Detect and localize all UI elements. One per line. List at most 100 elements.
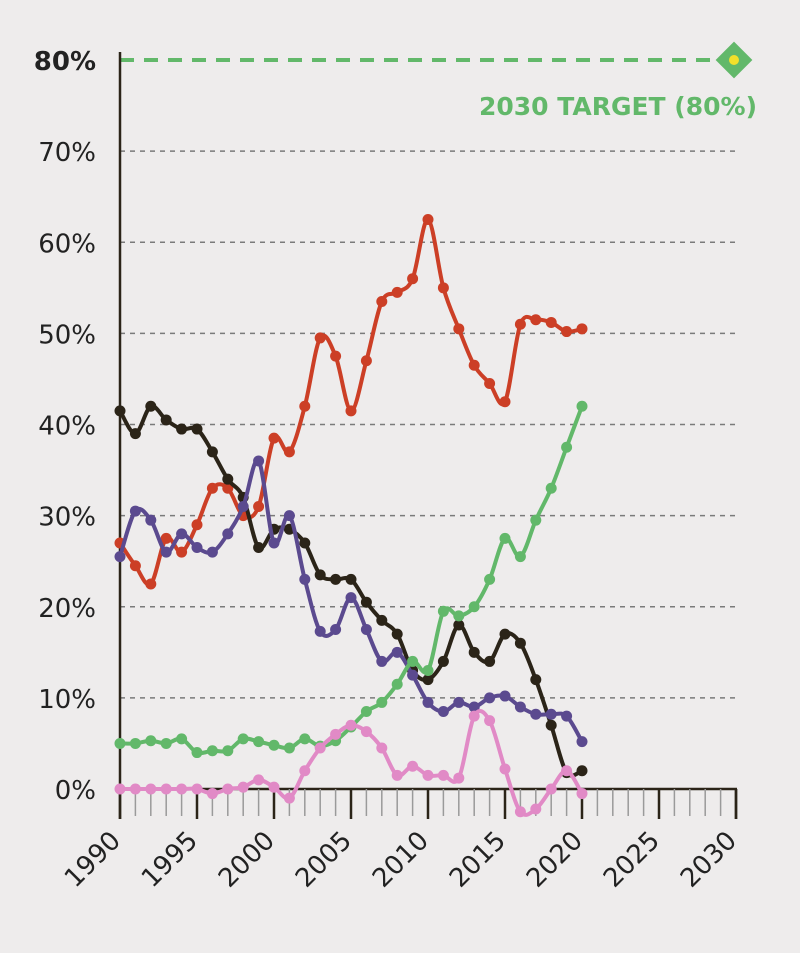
- series-3-point-2000: [268, 739, 280, 751]
- series-3-point-1991: [129, 737, 141, 749]
- series-2-point-2010: [422, 696, 434, 708]
- y-tick-label-80: 80%: [34, 47, 96, 77]
- series-0-point-2006: [360, 355, 372, 367]
- series-4-point-2006: [360, 726, 372, 738]
- series-3-point-2015: [499, 532, 511, 544]
- series-2-point-2012: [453, 696, 465, 708]
- series-1-point-2008: [391, 628, 403, 640]
- series-4-point-2017: [530, 803, 542, 815]
- series-4-point-1990: [114, 783, 126, 795]
- series-0-point-2020: [576, 323, 588, 335]
- series-1-point-2020: [576, 765, 588, 777]
- x-tick-label-2000: 2000: [213, 826, 281, 894]
- series-2-point-2017: [530, 708, 542, 720]
- series-3-point-1994: [176, 733, 188, 745]
- series-1-point-2002: [299, 537, 311, 549]
- series-3-point-2012: [453, 610, 465, 622]
- series-3-point-1997: [222, 745, 234, 757]
- series-3-point-2009: [407, 655, 419, 667]
- x-tick-label-2015: 2015: [444, 826, 512, 894]
- series-2-point-2001: [283, 510, 295, 522]
- series-0-point-2017: [530, 314, 542, 326]
- series-4-point-2020: [576, 788, 588, 800]
- series-4-point-2005: [345, 719, 357, 731]
- series-4-point-2000: [268, 781, 280, 793]
- series-1-point-2006: [360, 596, 372, 608]
- series-0-point-1995: [191, 519, 203, 531]
- series-3-point-2006: [360, 706, 372, 718]
- series-2-point-2018: [545, 708, 557, 720]
- series-0-point-1994: [176, 546, 188, 558]
- series-0-point-2014: [484, 377, 496, 389]
- series-1-point-2014: [484, 655, 496, 667]
- y-tick-label-20: 20%: [38, 594, 96, 624]
- series-0-point-1993: [160, 532, 172, 544]
- x-tick-label-2005: 2005: [290, 826, 358, 894]
- series-0-point-2018: [545, 316, 557, 328]
- series-2-point-2011: [437, 706, 449, 718]
- target-group: 2030 TARGET (80%): [120, 41, 757, 121]
- series-0-point-2010: [422, 213, 434, 225]
- series-2-point-2014: [484, 692, 496, 704]
- series-0-line: [118, 217, 584, 587]
- series-2-point-2020: [576, 736, 588, 748]
- series-0-point-2015: [499, 396, 511, 408]
- series-4-point-1995: [191, 783, 203, 795]
- series-2-point-2019: [561, 710, 573, 722]
- series-4-point-2012: [453, 772, 465, 784]
- series-2-point-2007: [376, 655, 388, 667]
- series-0-point-2005: [345, 405, 357, 417]
- series-2-point-1994: [176, 528, 188, 540]
- series-0-point-2009: [407, 273, 419, 285]
- series-4-point-2011: [437, 769, 449, 781]
- series-2-point-2013: [468, 701, 480, 713]
- series-0-point-1996: [206, 482, 218, 494]
- series-1-point-1995: [191, 423, 203, 435]
- series-3-point-2007: [376, 696, 388, 708]
- series-4-point-2018: [545, 783, 557, 795]
- series-4-point-2009: [407, 760, 419, 772]
- series-2-point-1997: [222, 528, 234, 540]
- series-1-point-1993: [160, 414, 172, 426]
- series-1-point-2005: [345, 573, 357, 585]
- series-0-point-2000: [268, 432, 280, 444]
- series-1-point-2003: [314, 569, 326, 581]
- series-1-point-2007: [376, 614, 388, 626]
- y-tick-label-40: 40%: [38, 412, 96, 442]
- series-0-point-2013: [468, 359, 480, 371]
- series-4-point-1992: [145, 783, 157, 795]
- series-2-point-1999: [253, 455, 265, 467]
- series-3-point-2014: [484, 573, 496, 585]
- series-3-point-2017: [530, 514, 542, 526]
- series-0-point-2004: [330, 350, 342, 362]
- x-axis-ticks: 1990 1995 2000 2005 2010 2015 2020 2025 2030: [59, 826, 743, 894]
- y-tick-label-60: 60%: [38, 229, 96, 259]
- series-4: [114, 709, 588, 818]
- series-3-point-1993: [160, 737, 172, 749]
- y-tick-label-70: 70%: [38, 138, 96, 168]
- series-2-point-2003: [314, 625, 326, 637]
- series-3-point-2002: [299, 733, 311, 745]
- series-3-point-2011: [437, 605, 449, 617]
- series-3-point-2016: [514, 551, 526, 563]
- series-0-point-1992: [145, 578, 157, 590]
- series-1-point-1990: [114, 405, 126, 417]
- y-axis-ticks: 0% 10% 20% 30% 40% 50% 60% 70% 80%: [34, 47, 96, 806]
- y-tick-label-0: 0%: [55, 776, 96, 806]
- series-2-point-1996: [206, 546, 218, 558]
- series-1-point-1996: [206, 446, 218, 458]
- series-2-point-2006: [360, 624, 372, 636]
- series-4-point-2008: [391, 769, 403, 781]
- series-0-point-2012: [453, 323, 465, 335]
- y-tick-label-10: 10%: [38, 685, 96, 715]
- series-1-point-1992: [145, 400, 157, 412]
- series-2-point-2015: [499, 690, 511, 702]
- series-3-point-1996: [206, 745, 218, 757]
- series-1-point-2017: [530, 674, 542, 686]
- series-4-point-2013: [468, 710, 480, 722]
- series-2-point-1991: [129, 505, 141, 517]
- x-tick-label-1995: 1995: [136, 826, 204, 894]
- series-2-point-2005: [345, 592, 357, 604]
